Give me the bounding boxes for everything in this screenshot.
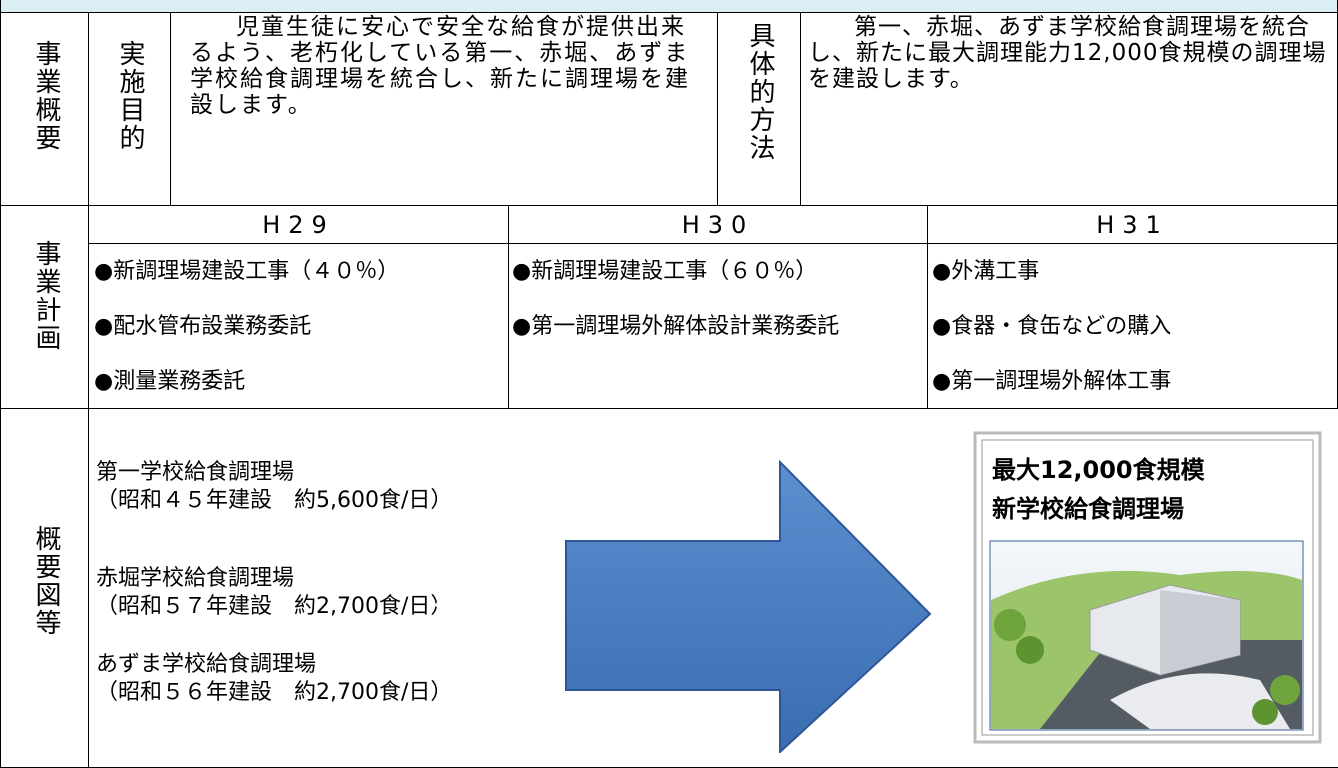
plan-item: ●外溝工事 (932, 259, 1040, 284)
source-detail: （昭和４５年建設 約5,600食/日） (96, 488, 453, 513)
plan-item: ●食器・食缶などの購入 (932, 314, 1172, 339)
plan-item: ●第一調理場外解体工事 (932, 369, 1172, 394)
image-frame (981, 439, 1314, 736)
source-detail: （昭和５７年建設 約2,700食/日） (96, 594, 453, 619)
building-illustration (989, 540, 1304, 731)
result-title: 最大12,000食規模 (992, 456, 1205, 484)
method-text: 第一、赤堀、あずま学校給食調理場を統合し、新たに最大調理能力12,000食規模の… (808, 14, 1327, 92)
arrow-label: 統合 (433, 575, 533, 629)
year: H29 (262, 211, 335, 239)
plan-item: ●第一調理場外解体設計業務委託 (512, 314, 840, 339)
purpose-text: 児童生徒に安心で安全な給食が提供出来るよう、老朽化している第一、赤堀、あずま学校… (190, 14, 690, 118)
row-label: 事業概要 (31, 40, 61, 152)
plan-item: ●新調理場建設工事（４０％） (94, 259, 400, 284)
year: H30 (681, 211, 755, 239)
source-name: 第一学校給食調理場 (96, 460, 295, 485)
year: H31 (1096, 211, 1169, 239)
plan-item: ●新調理場建設工事（６０％） (512, 259, 818, 284)
source-detail: （昭和５６年建設 約2,700食/日） (96, 680, 453, 705)
row-label: 事業計画 (31, 240, 61, 352)
result-title: 新学校給食調理場 (992, 495, 1184, 523)
plan-item: ●測量業務委託 (94, 369, 246, 394)
plan-item: ●配水管布設業務委託 (94, 314, 312, 339)
source-name: 赤堀学校給食調理場 (96, 566, 295, 591)
method-label: 具体的方法 (745, 22, 775, 162)
arrow (565, 459, 932, 753)
source-name: あずま学校給食調理場 (96, 652, 317, 677)
row-label: 概要図等 (31, 525, 61, 637)
purpose-label: 実施目的 (115, 40, 145, 152)
